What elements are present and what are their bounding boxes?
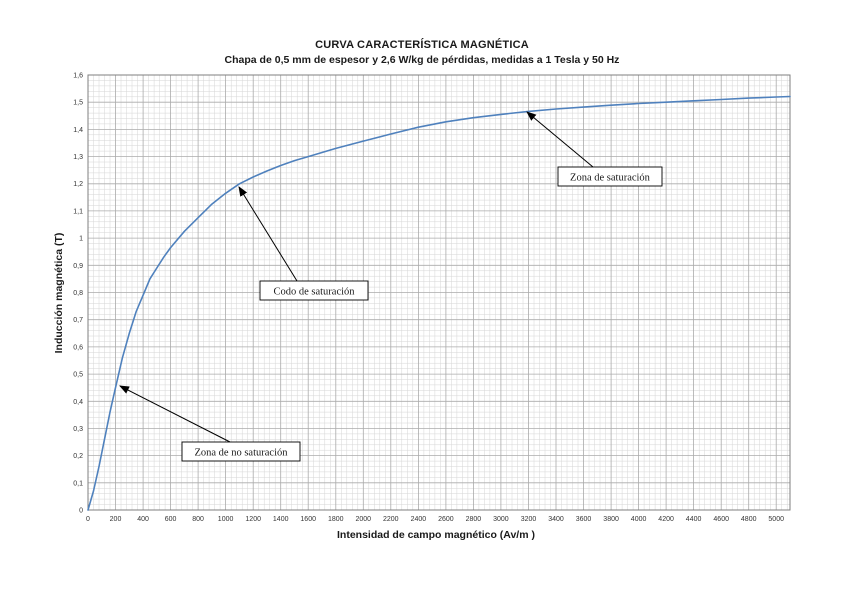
y-tick-label: 0,1 [73,480,83,487]
annotation-zona-de-no-saturacion: Zona de no saturación [119,385,301,462]
y-tick-label: 0,8 [73,290,83,297]
y-tick-label: 1,3 [73,154,83,161]
y-tick-label: 0,9 [73,263,83,270]
x-tick-label: 3600 [576,516,592,523]
y-tick-label: 0,4 [73,399,83,406]
chart-title: CURVA CARACTERÍSTICA MAGNÉTICA [315,38,529,51]
y-tick-label: 1,4 [73,127,83,134]
x-tick-label: 4200 [658,516,674,523]
annotation-box [181,441,301,462]
x-tick-label: 1200 [245,516,261,523]
x-tick-label: 3800 [603,516,619,523]
x-tick-label: 2800 [466,516,482,523]
annotation-codo-de-saturacion: Codo de saturación [238,186,369,301]
y-tick-label: 0,6 [73,344,83,351]
y-tick-label: 1,1 [73,208,83,215]
y-tick-label: 0,5 [73,372,83,379]
x-tick-label: 2600 [438,516,454,523]
chart-subtitle: Chapa de 0,5 mm de espesor y 2,6 W/kg de… [225,54,620,66]
x-tick-label: 2000 [356,516,372,523]
grid [87,74,791,511]
y-tick-label: 1,6 [73,73,83,80]
x-tick-label: 1400 [273,516,289,523]
y-tick-label: 0,7 [73,317,83,324]
x-tick-label: 3200 [521,516,537,523]
annotation-label: Zona de no saturación [194,448,288,459]
x-tick-label: 2400 [411,516,427,523]
y-tick-label: 1,2 [73,181,83,188]
plot-border [87,74,791,511]
x-tick-label: 1800 [328,516,344,523]
x-tick-label: 200 [110,516,122,523]
annotation-label: Codo de saturación [273,287,355,298]
y-tick-label: 0,2 [73,453,83,460]
x-tick-label: 5000 [768,516,784,523]
annotation-arrow [119,385,231,443]
x-tick-label: 2200 [383,516,399,523]
annotation-box [557,166,663,187]
x-tick-label: 800 [192,516,204,523]
x-tick-label: 600 [165,516,177,523]
x-axis-label: Intensidad de campo magnético (Av/m ) [337,529,535,541]
y-axis-label: Inducción magnética (T) [53,233,65,354]
annotation-box [259,280,369,301]
x-tick-label: 1600 [300,516,316,523]
y-tick-label: 1 [79,236,83,243]
annotation-zona-de-saturacion: Zona de saturación [526,111,663,187]
y-tick-label: 1,5 [73,100,83,107]
x-tick-label: 4000 [631,516,647,523]
axis-ticks: 0 200 400 600 800 1000 1200 1400 1600 1800 2000 220… [73,73,784,524]
x-tick-label: 400 [137,516,149,523]
y-tick-label: 0,3 [73,426,83,433]
x-tick-label: 3000 [493,516,509,523]
annotation-arrow [526,111,594,168]
series-curve [87,95,791,511]
x-tick-label: 1000 [218,516,234,523]
x-tick-label: 0 [86,516,90,523]
x-tick-label: 4600 [713,516,729,523]
curve-series [87,95,791,511]
annotation-label: Zona de saturación [570,173,651,184]
y-tick-label: 0 [79,508,83,515]
x-tick-label: 4800 [741,516,757,523]
x-tick-label: 3400 [548,516,564,523]
x-tick-label: 4400 [686,516,702,523]
annotation-arrow [238,186,298,282]
